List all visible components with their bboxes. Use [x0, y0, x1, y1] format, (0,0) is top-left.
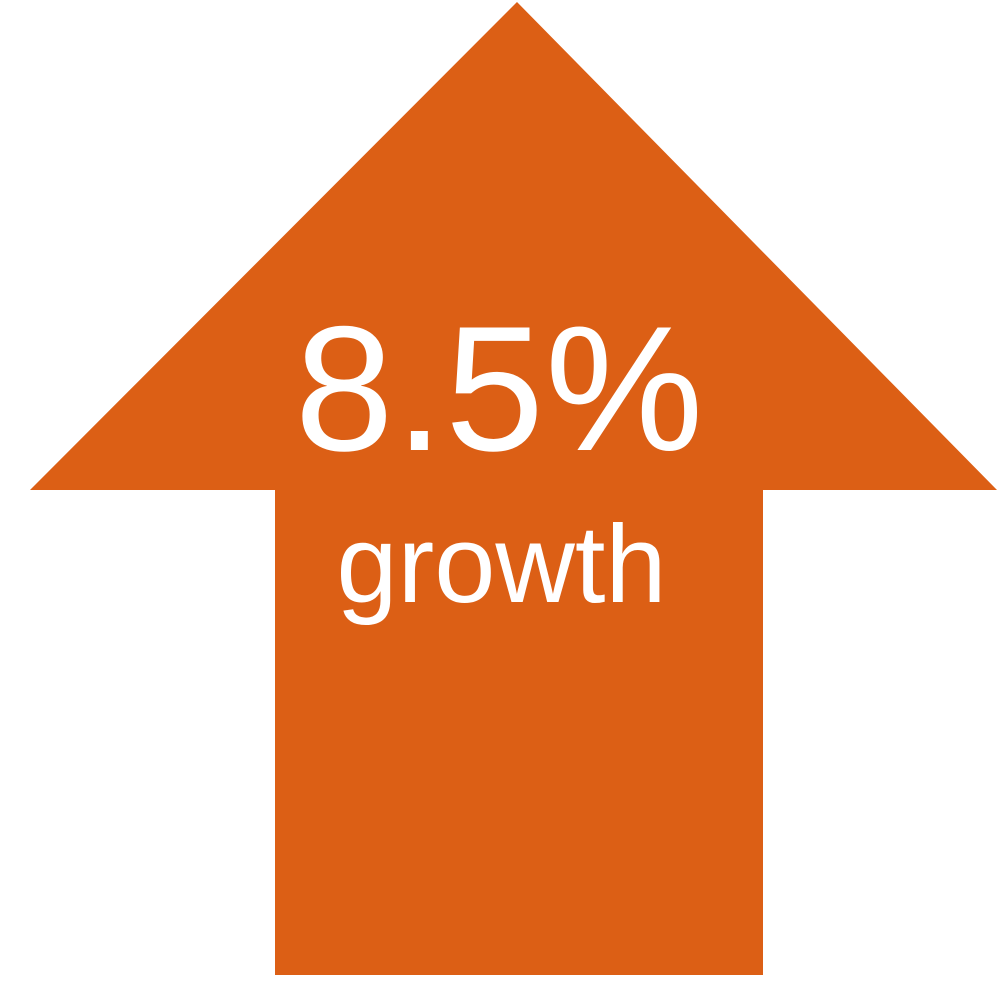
arrow-body: [30, 2, 997, 975]
growth-percentage: 8.5%: [294, 289, 705, 488]
growth-caption: growth: [336, 503, 667, 626]
